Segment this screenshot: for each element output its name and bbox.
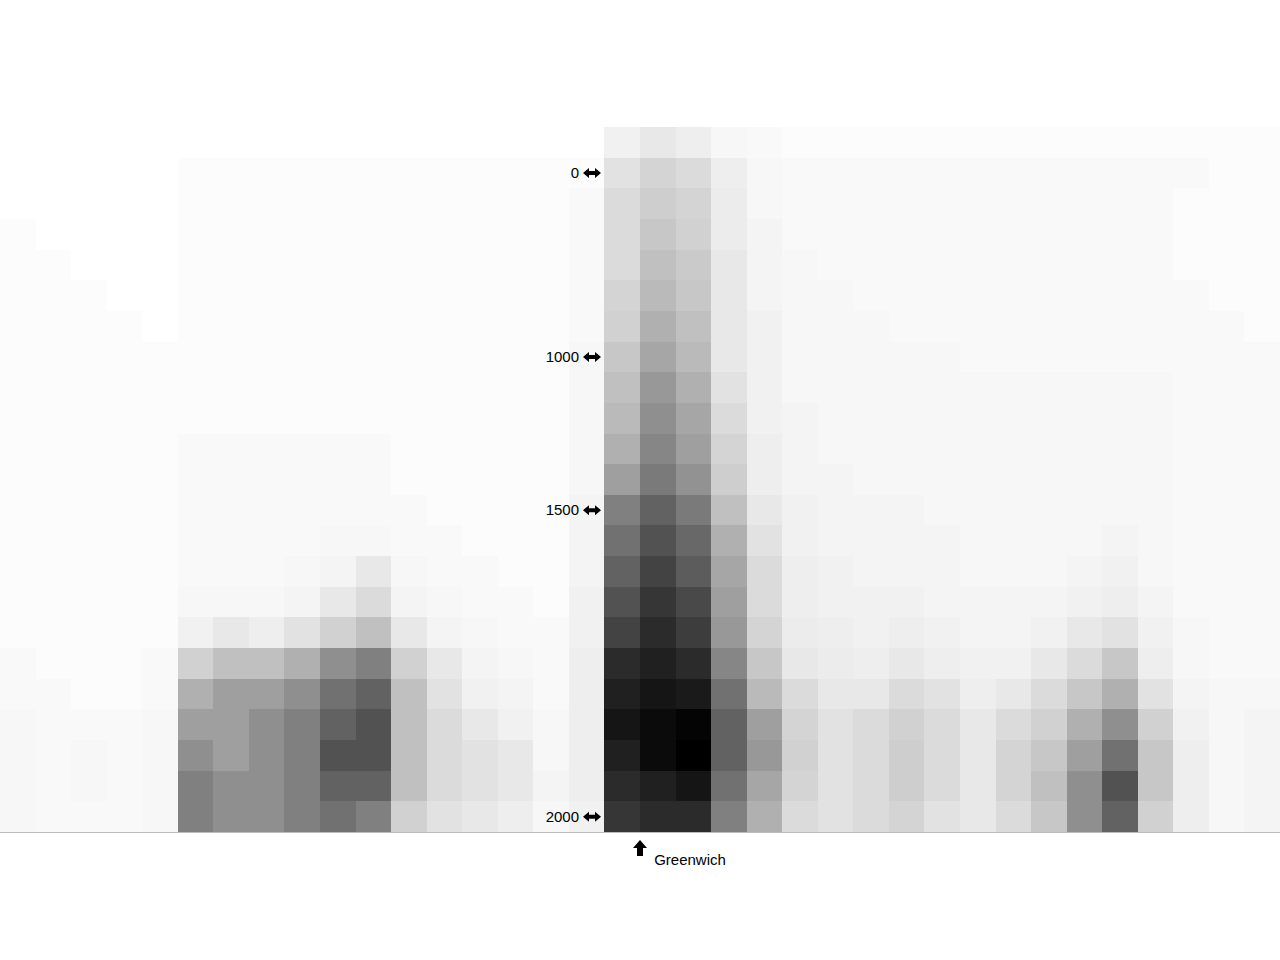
svg-text:Greenwich: Greenwich [654, 851, 726, 868]
svg-text:0: 0 [571, 164, 579, 181]
svg-text:1000: 1000 [546, 348, 579, 365]
svg-text:2000: 2000 [546, 808, 579, 825]
svg-text:1500: 1500 [546, 501, 579, 518]
